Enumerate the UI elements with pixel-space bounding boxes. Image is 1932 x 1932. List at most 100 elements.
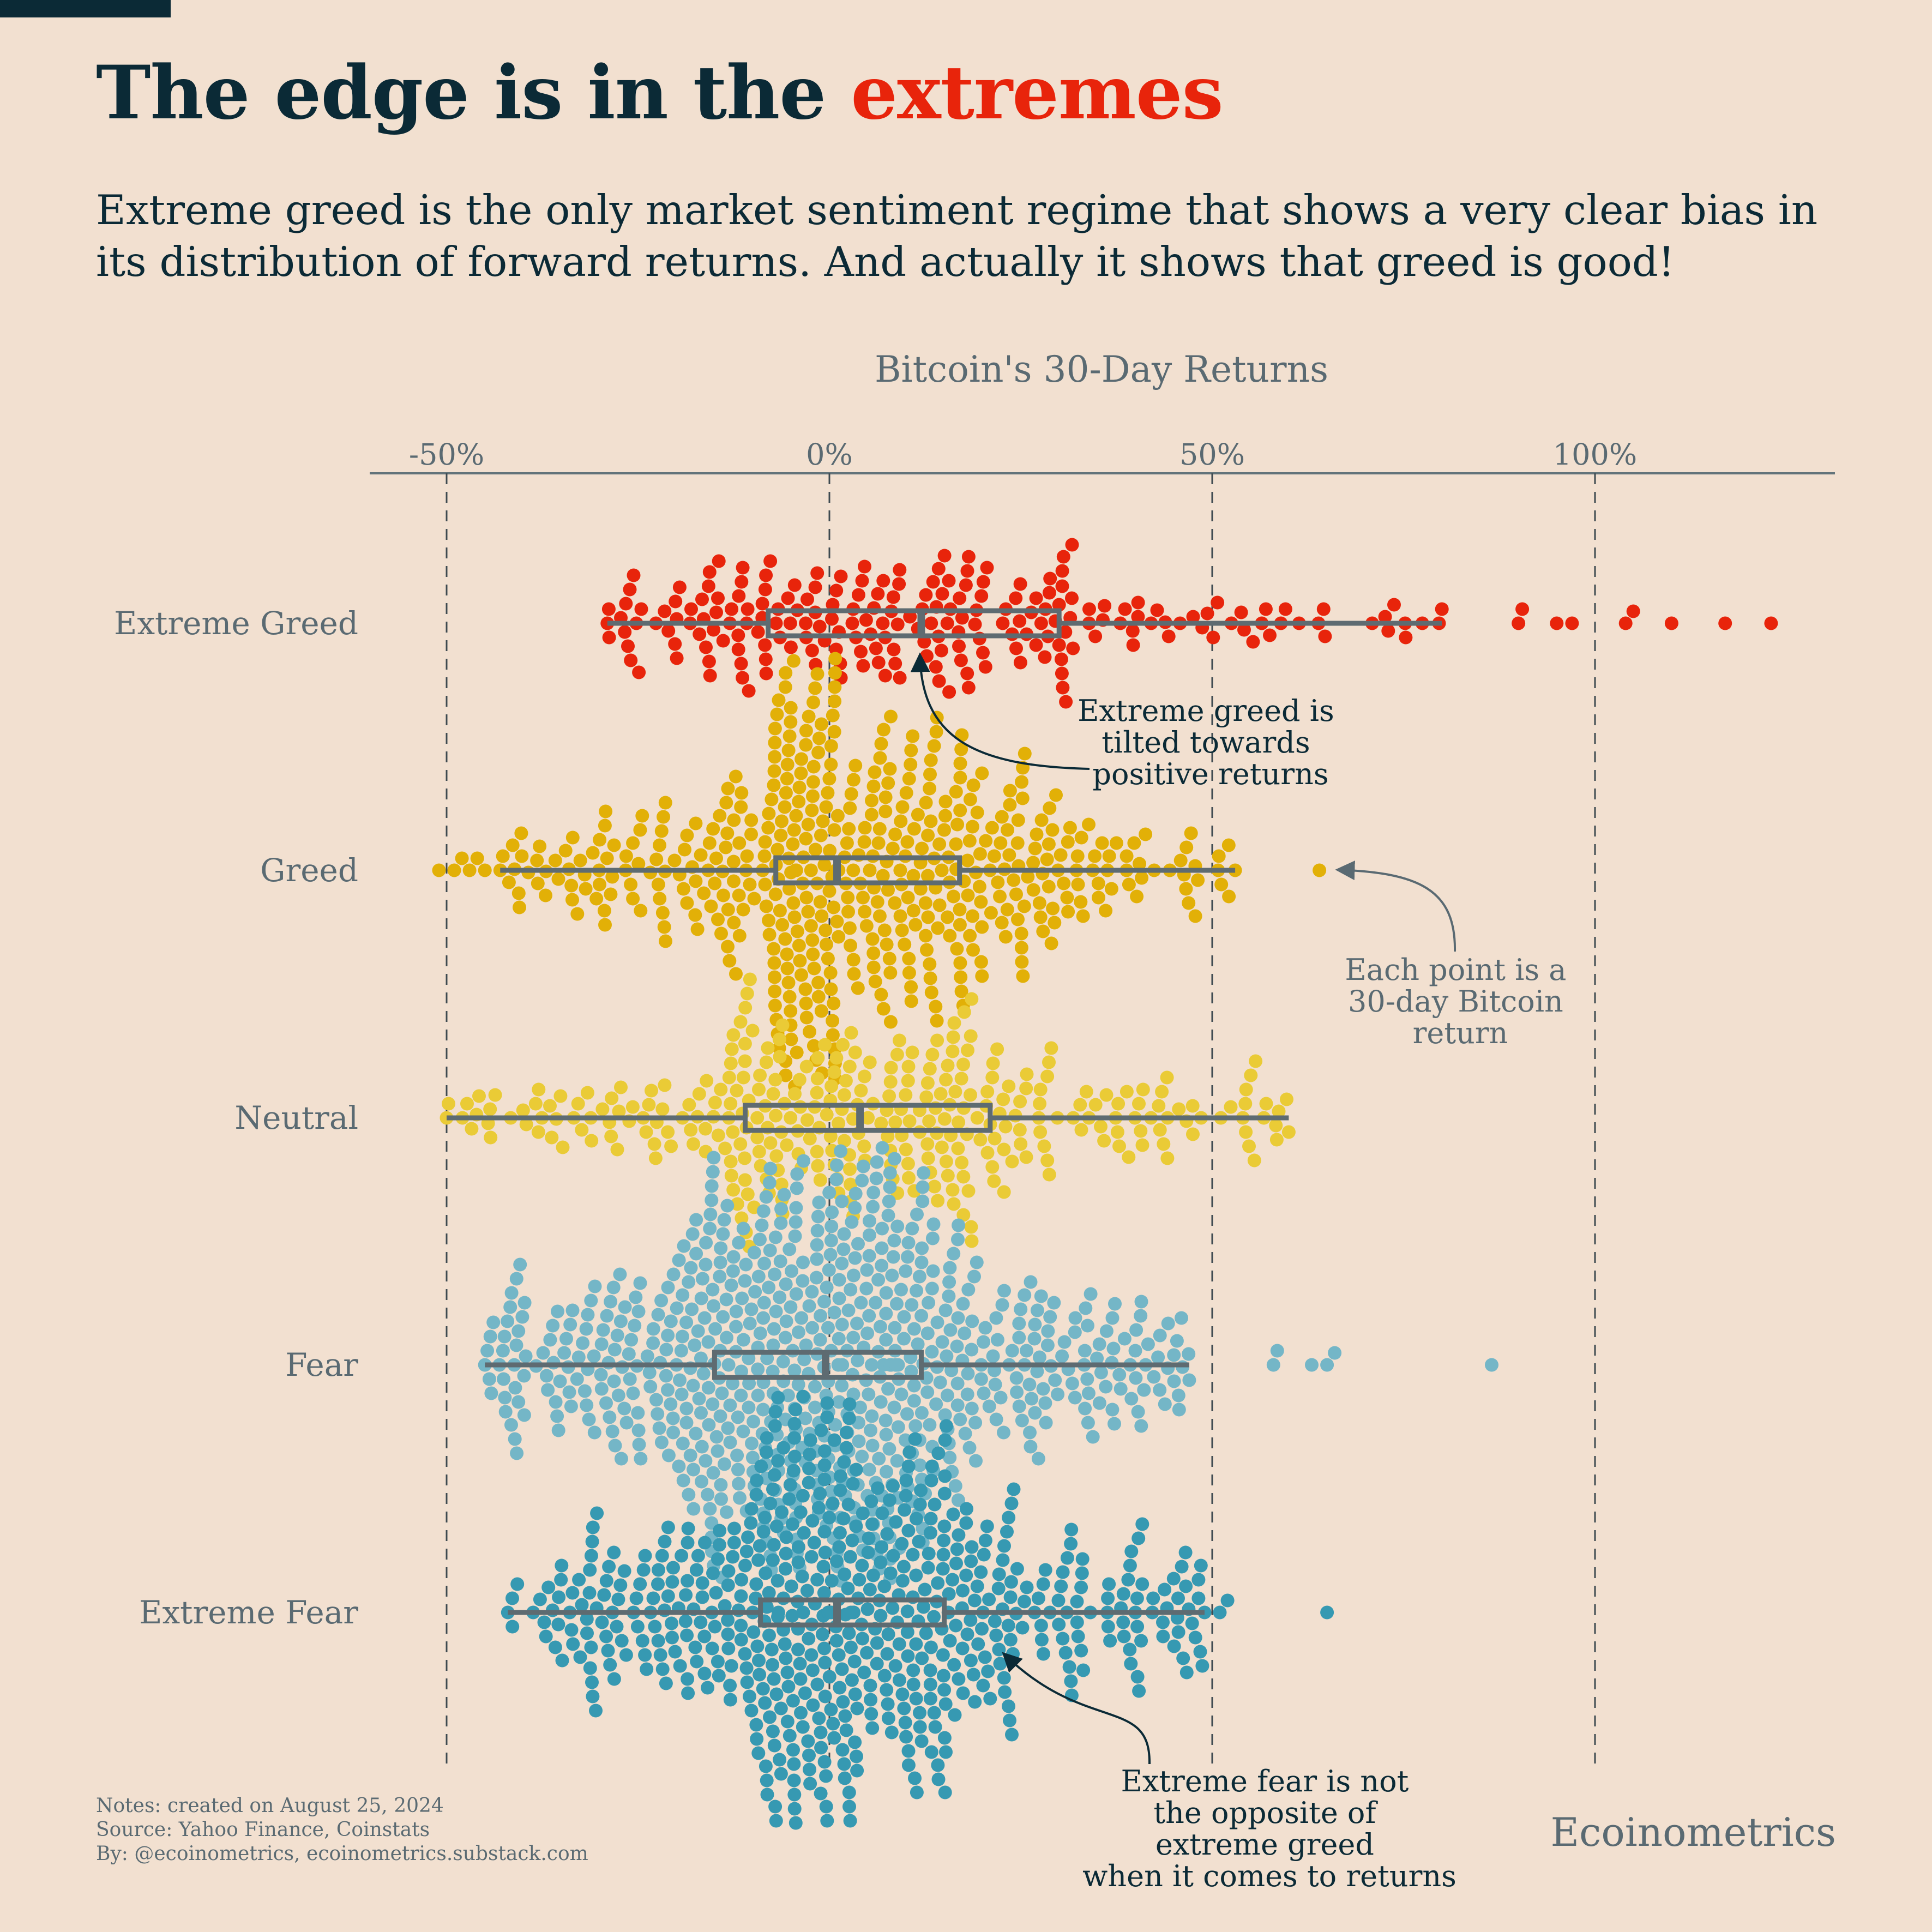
point-neutral	[848, 1045, 862, 1060]
point-extreme-fear	[769, 1519, 784, 1533]
point-neutral	[738, 1151, 752, 1165]
point-extreme-fear	[1003, 1633, 1018, 1647]
point-extreme-fear	[653, 1648, 667, 1662]
point-greed	[808, 681, 822, 695]
point-fear	[950, 1339, 964, 1353]
point-extreme-greed	[892, 577, 906, 591]
point-greed	[1221, 838, 1236, 852]
point-greed	[923, 971, 937, 985]
point-fear	[784, 1300, 798, 1314]
point-neutral	[801, 1113, 814, 1127]
point-fear	[682, 1275, 696, 1289]
point-greed	[767, 764, 781, 778]
point-greed	[690, 922, 705, 936]
point-extreme-fear	[791, 1540, 805, 1554]
point-extreme-fear	[640, 1662, 654, 1676]
point-fear	[1031, 1452, 1045, 1466]
point-fear	[798, 1411, 812, 1425]
point-greed	[1057, 876, 1071, 890]
point-greed	[744, 813, 759, 827]
point-fear	[1167, 1348, 1181, 1362]
point-fear	[905, 1221, 919, 1236]
point-extreme-fear	[818, 1656, 832, 1670]
point-fear	[878, 1413, 893, 1428]
point-neutral	[604, 1129, 618, 1143]
point-fear	[1108, 1417, 1121, 1431]
point-extreme-fear	[841, 1497, 856, 1512]
point-extreme-greed	[634, 602, 648, 616]
point-extreme-greed	[751, 625, 765, 639]
footer-notes: Notes: created on August 25, 2024 Source…	[96, 1794, 588, 1866]
point-fear	[1028, 1317, 1042, 1332]
point-neutral	[1281, 1125, 1296, 1139]
point-fear	[948, 1479, 962, 1493]
point-extreme-fear	[924, 1473, 938, 1488]
point-extreme-greed	[942, 685, 956, 699]
point-neutral	[460, 1097, 474, 1111]
point-extreme-fear	[997, 1671, 1011, 1685]
point-greed	[597, 904, 611, 918]
point-neutral	[957, 1005, 971, 1019]
point-extreme-fear	[938, 1785, 952, 1799]
point-fear	[768, 1267, 782, 1281]
point-greed	[624, 877, 638, 892]
point-extreme-greed	[1009, 591, 1023, 605]
point-greed	[920, 943, 934, 957]
point-fear	[751, 1388, 765, 1403]
point-neutral	[768, 1073, 783, 1087]
point-extreme-fear	[952, 1528, 966, 1542]
point-extreme-fear	[537, 1615, 551, 1629]
point-greed	[531, 876, 545, 890]
point-extreme-greed	[1318, 629, 1332, 643]
point-fear	[624, 1333, 639, 1347]
point-fear	[795, 1311, 809, 1325]
point-fear	[661, 1448, 676, 1462]
point-fear	[1047, 1296, 1061, 1310]
point-fear	[1099, 1380, 1113, 1394]
annotation-arrow-extreme-fear	[1002, 1652, 1151, 1765]
point-extreme-fear	[734, 1633, 748, 1647]
point-extreme-greed	[1058, 625, 1073, 639]
point-extreme-fear	[1167, 1639, 1181, 1653]
point-extreme-fear	[895, 1687, 910, 1701]
point-extreme-fear	[977, 1548, 991, 1562]
point-greed	[1122, 877, 1136, 892]
point-neutral	[857, 1069, 871, 1084]
point-neutral	[753, 1068, 767, 1082]
point-extreme-fear	[784, 1579, 798, 1593]
point-neutral	[714, 1082, 728, 1097]
point-extreme-fear	[839, 1425, 853, 1440]
point-extreme-fear	[1038, 1563, 1052, 1577]
point-fear	[720, 1331, 733, 1345]
point-greed	[1109, 836, 1123, 850]
point-greed	[868, 974, 882, 989]
point-greed	[929, 1000, 943, 1014]
point-neutral	[1259, 1097, 1273, 1111]
point-extreme-fear	[750, 1732, 764, 1746]
point-fear	[720, 1199, 735, 1213]
point-greed	[1001, 823, 1014, 837]
point-neutral	[1040, 1153, 1055, 1167]
point-greed	[713, 809, 727, 823]
point-greed	[607, 838, 621, 852]
point-greed	[913, 882, 928, 896]
point-greed	[649, 852, 664, 866]
point-greed	[740, 849, 754, 863]
point-fear	[687, 1462, 701, 1477]
point-fear	[1182, 1373, 1196, 1387]
point-extreme-fear	[860, 1646, 874, 1660]
point-fear	[930, 1315, 944, 1329]
point-extreme-fear	[1007, 1482, 1021, 1496]
point-neutral	[1042, 1055, 1056, 1069]
point-extreme-fear	[734, 1618, 748, 1633]
point-fear	[515, 1310, 529, 1324]
point-fear	[751, 1362, 765, 1376]
point-fear	[809, 1271, 823, 1285]
point-extreme-fear	[763, 1710, 777, 1724]
point-fear	[990, 1333, 1004, 1347]
point-fear	[640, 1349, 654, 1363]
point-fear	[685, 1302, 699, 1316]
point-greed	[900, 835, 914, 849]
point-extreme-fear	[1102, 1577, 1116, 1591]
point-neutral	[528, 1097, 543, 1111]
